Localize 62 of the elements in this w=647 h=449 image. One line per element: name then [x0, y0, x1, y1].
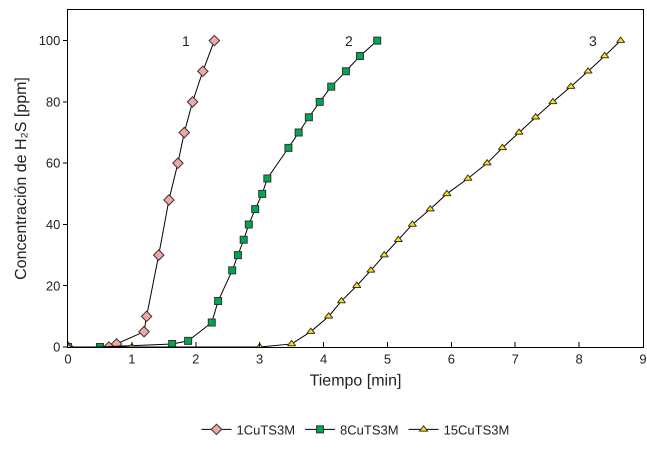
point: [408, 220, 417, 227]
annotation: 1: [182, 33, 190, 49]
x-tick-label: 2: [192, 352, 200, 367]
point: [172, 157, 184, 169]
legend-label: 8CuTS3M: [340, 422, 399, 438]
y-tick-label: 100: [38, 33, 60, 48]
point: [138, 326, 150, 338]
point: [324, 312, 334, 319]
point: [240, 236, 248, 244]
point: [442, 190, 452, 196]
legend-label: 1CuTS3M: [236, 422, 296, 438]
point: [394, 236, 403, 242]
y-tick-label: 60: [46, 156, 60, 171]
x-tick-label: 0: [64, 352, 72, 367]
point: [208, 318, 216, 326]
point: [327, 82, 336, 91]
point: [548, 98, 558, 104]
point: [366, 266, 376, 273]
x-tick-label: 5: [384, 352, 392, 367]
point: [214, 297, 222, 306]
point: [244, 220, 253, 228]
point: [258, 190, 266, 198]
point: [234, 251, 242, 260]
x-tick-label: 7: [512, 352, 519, 367]
point: [316, 98, 324, 106]
x-tick-label: 9: [639, 352, 647, 367]
point: [287, 340, 296, 346]
point: [186, 96, 198, 108]
point: [251, 205, 260, 214]
point: [178, 126, 190, 138]
annotation: 2: [345, 33, 353, 49]
point: [584, 67, 593, 74]
point: [284, 144, 292, 152]
point: [600, 52, 610, 58]
x-tick-label: 8: [575, 352, 583, 367]
point: [140, 310, 152, 322]
x-tick-label: 4: [320, 352, 328, 367]
point: [153, 249, 164, 261]
point: [263, 174, 272, 182]
point: [304, 113, 313, 122]
annotation: 3: [589, 33, 597, 49]
point: [197, 66, 209, 77]
point: [184, 336, 192, 345]
point: [373, 36, 382, 45]
legend-label: 15CuTS3M: [444, 422, 510, 438]
point: [294, 128, 303, 137]
point: [228, 266, 236, 274]
y-tick-label: 0: [53, 340, 60, 355]
point: [342, 67, 350, 76]
y-axis-title: Concentración de H₂S [ppm]: [13, 77, 30, 280]
y-tick-label: 20: [46, 278, 60, 294]
x-tick-label: 6: [448, 352, 455, 367]
y-tick-label: 80: [46, 94, 60, 110]
x-tick-label: 1: [128, 352, 136, 367]
point: [498, 144, 507, 150]
point: [356, 52, 364, 60]
x-axis-title: Tiempo [min]: [310, 372, 402, 390]
point: [208, 34, 220, 46]
x-tick-label: 3: [256, 352, 264, 367]
point: [163, 194, 175, 206]
point: [168, 340, 176, 347]
y-tick-label: 40: [46, 217, 60, 232]
